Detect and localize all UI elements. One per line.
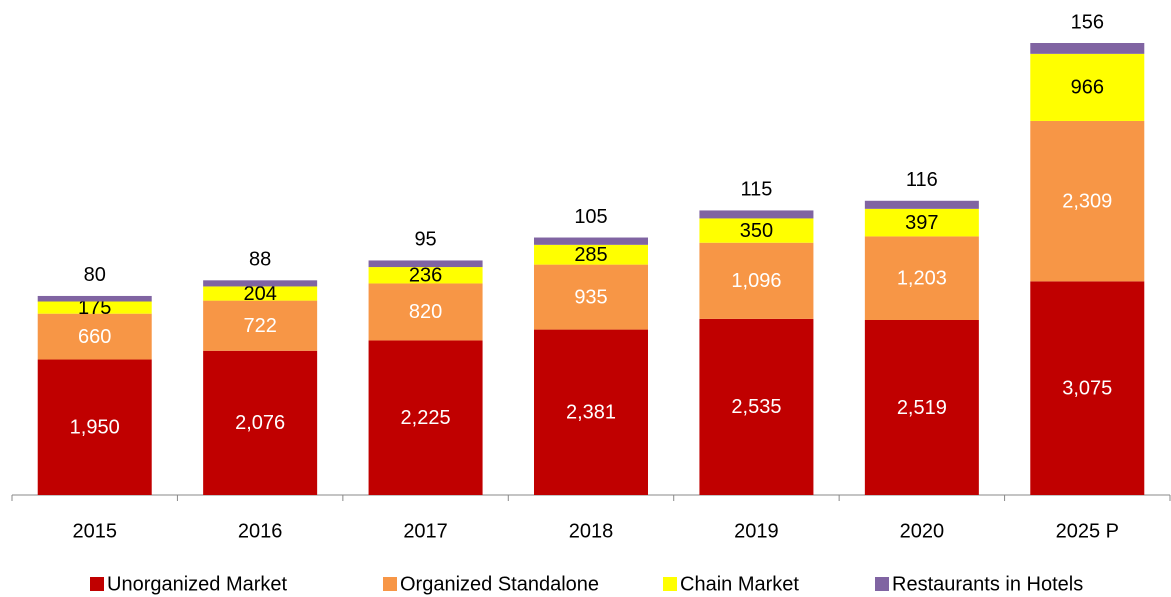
data-label: 204 <box>243 283 276 305</box>
data-label: 2,076 <box>235 412 285 434</box>
bar-segment <box>203 286 318 301</box>
x-tick-label: 2017 <box>403 520 448 542</box>
legend-label: Unorganized Market <box>107 573 288 595</box>
bar-segment <box>368 283 483 341</box>
x-tick-label: 2018 <box>569 520 614 542</box>
bar-segment <box>699 210 814 219</box>
data-label: 115 <box>740 179 772 201</box>
x-tick-label: 2015 <box>72 520 117 542</box>
data-label: 397 <box>905 212 938 234</box>
bar-segment <box>699 218 814 243</box>
x-tick-label: 2016 <box>238 520 283 542</box>
data-label: 95 <box>414 229 436 251</box>
data-label: 722 <box>243 315 276 337</box>
bar-segment <box>368 340 483 495</box>
legend-swatch <box>383 577 397 591</box>
legend-label: Chain Market <box>680 573 799 595</box>
data-label: 820 <box>409 301 442 323</box>
bar-segment <box>203 350 318 495</box>
bar-segment <box>699 318 814 495</box>
data-label: 660 <box>78 326 111 348</box>
bar-segment <box>203 280 318 287</box>
data-label: 966 <box>1071 77 1104 99</box>
data-label: 2,309 <box>1062 190 1112 212</box>
data-label: 236 <box>409 265 442 287</box>
data-label: 2,381 <box>566 402 616 424</box>
bar-segment <box>864 236 979 320</box>
bar-segment <box>37 295 152 302</box>
data-label: 1,950 <box>70 417 120 439</box>
data-label: 285 <box>574 244 607 266</box>
legend-label: Restaurants in Hotels <box>892 573 1083 595</box>
bar-segment <box>368 267 483 284</box>
x-tick-label: 2019 <box>734 520 779 542</box>
legend-swatch <box>90 577 104 591</box>
bar-segment <box>37 359 152 495</box>
data-label: 935 <box>574 286 607 308</box>
bar-segment <box>37 313 152 360</box>
bar-segment <box>864 200 979 209</box>
data-label: 350 <box>740 220 773 242</box>
data-label: 80 <box>84 264 106 286</box>
bar-segment <box>534 264 648 330</box>
bar-segment <box>368 260 483 268</box>
data-label: 116 <box>906 169 938 191</box>
legend-label: Organized Standalone <box>400 573 599 595</box>
bar-segment <box>864 319 979 495</box>
legend-swatch <box>875 577 889 591</box>
data-label: 88 <box>249 249 271 271</box>
bar-segment <box>37 301 152 314</box>
data-label: 2,535 <box>731 396 781 418</box>
bar-segment <box>864 208 979 237</box>
data-label: 175 <box>78 297 111 319</box>
bar-segment <box>534 329 648 495</box>
bar-segment <box>1030 43 1145 54</box>
data-label: 1,203 <box>897 267 947 289</box>
data-label: 1,096 <box>731 270 781 292</box>
legend-swatch <box>663 577 677 591</box>
data-label: 3,075 <box>1062 377 1112 399</box>
bar-segment <box>1030 120 1145 282</box>
bar-segment <box>203 300 318 351</box>
bar-segment <box>1030 281 1145 495</box>
data-label: 156 <box>1071 11 1104 33</box>
bar-segment <box>699 242 814 319</box>
data-label: 2,519 <box>897 397 947 419</box>
bar-segment <box>534 237 648 245</box>
x-tick-label: 2020 <box>900 520 945 542</box>
data-label: 105 <box>574 206 607 228</box>
x-tick-label: 2025 P <box>1056 520 1119 542</box>
data-label: 2,225 <box>401 407 451 429</box>
bar-segment <box>534 244 648 265</box>
bar-segment <box>1030 53 1145 121</box>
